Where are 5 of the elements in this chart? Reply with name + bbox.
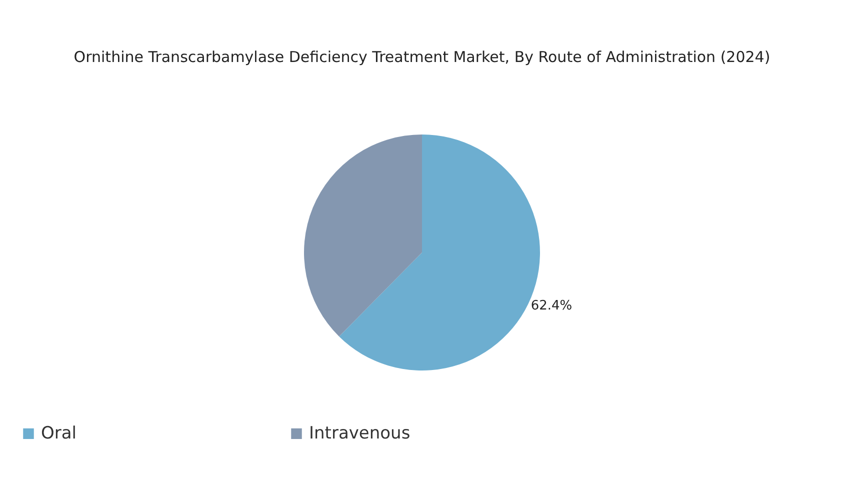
data-label: 62.4% (530, 298, 572, 314)
legend-label: Oral (41, 424, 77, 444)
chart-title: Ornithine Transcarbamylase Deficiency Treatment Market, By Route of Administration (2024) (74, 48, 770, 66)
legend-label: Intravenous (309, 424, 410, 444)
pie-slice (304, 134, 422, 336)
